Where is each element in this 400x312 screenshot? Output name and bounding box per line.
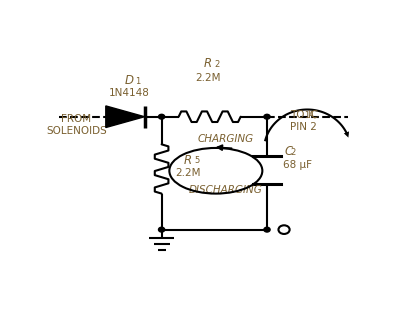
Text: 1A,: 1A, xyxy=(304,110,316,119)
Text: DISCHARGING: DISCHARGING xyxy=(188,185,262,195)
Text: 1N4148: 1N4148 xyxy=(109,88,150,98)
Text: PIN 2: PIN 2 xyxy=(290,122,317,132)
Text: C: C xyxy=(284,145,292,158)
Circle shape xyxy=(264,227,270,232)
Text: FROM: FROM xyxy=(61,114,92,124)
Text: 2: 2 xyxy=(214,60,220,69)
Circle shape xyxy=(158,227,165,232)
Text: 1: 1 xyxy=(135,77,140,86)
Text: 68 μF: 68 μF xyxy=(283,160,312,170)
Text: CHARGING: CHARGING xyxy=(197,134,253,144)
Circle shape xyxy=(158,114,165,119)
Text: 2: 2 xyxy=(290,148,296,157)
Text: D: D xyxy=(124,74,134,87)
Text: SOLENOIDS: SOLENOIDS xyxy=(46,125,107,135)
Text: R: R xyxy=(184,154,192,167)
Circle shape xyxy=(264,114,270,119)
Text: 2.2M: 2.2M xyxy=(175,168,201,178)
Text: 2.2M: 2.2M xyxy=(195,73,221,83)
Text: 5: 5 xyxy=(194,156,199,165)
Polygon shape xyxy=(106,106,144,128)
Text: R: R xyxy=(204,57,212,71)
Text: TO IC: TO IC xyxy=(290,110,318,120)
